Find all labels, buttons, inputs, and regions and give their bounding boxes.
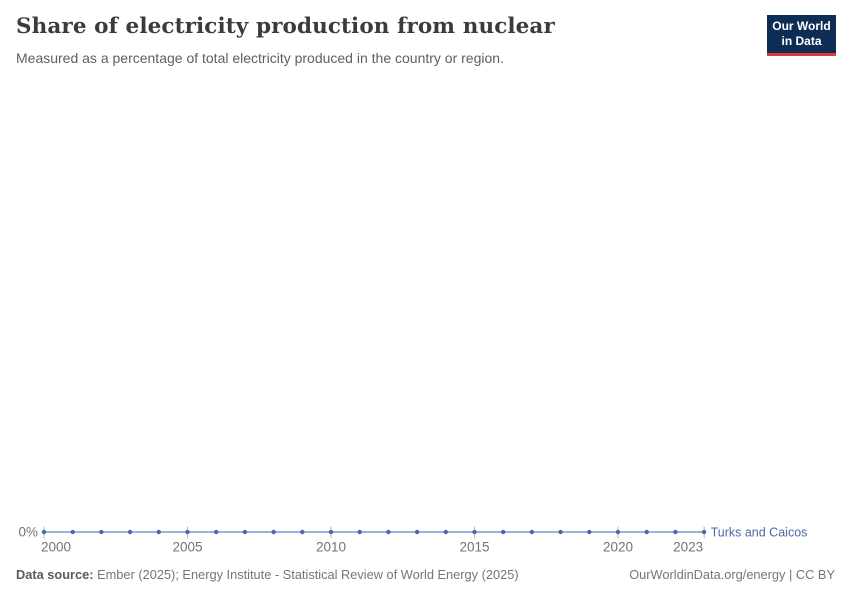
series-label[interactable]: Turks and Caicos xyxy=(711,526,808,540)
x-axis-tick-label: 2005 xyxy=(172,540,202,555)
data-source-label: Data source: xyxy=(16,567,94,582)
chart-title: Share of electricity production from nuc… xyxy=(16,14,555,39)
x-axis-tick-label: 2010 xyxy=(316,540,346,555)
data-point xyxy=(99,529,104,535)
data-source-note: Data source: Ember (2025); Energy Instit… xyxy=(16,567,519,583)
data-point xyxy=(70,529,75,535)
owid-logo-line1: Our World xyxy=(772,19,831,33)
data-point xyxy=(472,529,477,535)
data-point xyxy=(300,529,305,535)
x-axis-tick-label: 2020 xyxy=(603,540,633,555)
data-point xyxy=(185,529,190,535)
data-point xyxy=(558,529,563,535)
data-point xyxy=(443,529,448,535)
data-point xyxy=(414,529,420,535)
x-axis-tick-label: 2000 xyxy=(41,540,71,555)
data-point xyxy=(701,529,707,535)
data-point xyxy=(214,529,219,535)
chart-header: Share of electricity production from nuc… xyxy=(16,14,746,66)
data-point xyxy=(41,529,47,535)
data-point xyxy=(644,529,649,535)
data-point xyxy=(673,529,678,535)
data-point xyxy=(271,529,276,535)
owid-logo-line2: in Data xyxy=(781,34,822,49)
data-point xyxy=(127,529,133,535)
data-point xyxy=(501,529,506,535)
data-point xyxy=(357,529,362,535)
data-point xyxy=(529,529,535,535)
owid-logo: Our World in Data xyxy=(767,15,836,56)
data-point xyxy=(386,529,391,535)
x-axis-tick-label: 2015 xyxy=(459,540,489,555)
x-axis-tick-label: 2023 xyxy=(673,540,703,555)
footer-credit-link[interactable]: OurWorldinData.org/energy | CC BY xyxy=(629,567,835,582)
data-point xyxy=(328,529,334,535)
chart-subtitle: Measured as a percentage of total electr… xyxy=(16,49,504,66)
data-point xyxy=(615,529,621,535)
data-point xyxy=(156,529,161,535)
y-axis-tick-label: 0% xyxy=(18,525,38,540)
chart-footer: Data source: Ember (2025); Energy Instit… xyxy=(16,567,835,583)
data-point xyxy=(242,529,248,535)
data-source-text: Ember (2025); Energy Institute - Statist… xyxy=(93,567,519,582)
data-point xyxy=(587,529,592,535)
